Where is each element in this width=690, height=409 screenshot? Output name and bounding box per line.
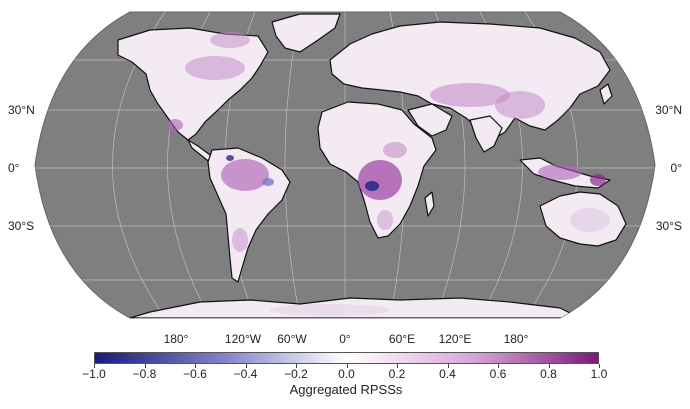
new-zealand [635, 237, 649, 255]
lat-label-0-right: 0° [670, 161, 682, 175]
colorbar-tick-label: −0.2 [284, 367, 308, 381]
lon-label-60e: 60°E [388, 332, 416, 346]
colorbar-tick-label: 0.0 [338, 367, 355, 381]
lon-label-60w: 60°W [277, 332, 307, 346]
lon-label-180e: 180° [503, 332, 529, 346]
lat-label-30s-right: 30°S [655, 219, 682, 233]
colorbar-tick-label: −0.8 [132, 367, 157, 381]
india [469, 115, 503, 153]
colorbar [94, 352, 599, 364]
colorbar-tick [447, 364, 449, 368]
lon-label-180w: 180° [163, 332, 189, 346]
colorbar-tick-label: −0.4 [233, 367, 258, 381]
colorbar-tick-label: 1.0 [590, 367, 608, 381]
greenland [271, 13, 341, 53]
lon-label-0: 0° [339, 332, 351, 346]
lat-label-30n-left: 30°N [8, 103, 35, 117]
colorbar-tick-label: 0.8 [540, 367, 557, 381]
colorbar-tick-label: 0.2 [388, 367, 406, 381]
arabia [407, 103, 453, 137]
colorbar-tick [245, 364, 247, 368]
colorbar-tick [346, 364, 348, 368]
lat-label-30s-left: 30°S [8, 219, 35, 233]
colorbar-tick [296, 364, 297, 368]
colorbar-tick [599, 364, 600, 368]
rpss-patches [167, 32, 610, 316]
colorbar-tick-label: 0.4 [439, 367, 456, 381]
madagascar [424, 191, 435, 217]
lat-label-30n-right: 30°N [655, 103, 682, 117]
colorbar-tick [548, 364, 550, 368]
colorbar-tick [144, 364, 146, 368]
colorbar-tick [498, 364, 499, 368]
colorbar-tick-label: −0.6 [183, 367, 207, 381]
colorbar-tick [397, 364, 398, 368]
lon-label-120e: 120°E [438, 332, 472, 346]
lat-label-0-left: 0° [8, 161, 20, 175]
colorbar-tick [195, 364, 196, 368]
colorbar-title: Aggregated RPSSs [289, 382, 403, 397]
colorbar-tick [94, 364, 95, 368]
colorbar-tick-label: 0.6 [489, 367, 507, 381]
lon-label-120w: 120°W [224, 332, 262, 346]
japan [599, 83, 613, 105]
colorbar-tick-label: −1.0 [82, 367, 106, 381]
